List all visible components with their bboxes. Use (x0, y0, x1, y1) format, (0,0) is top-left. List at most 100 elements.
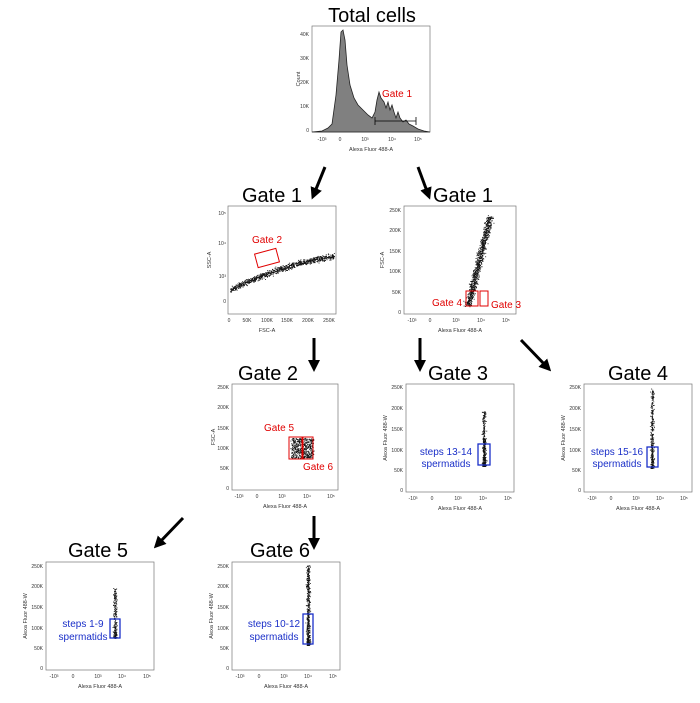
scatter-dot (325, 260, 326, 261)
scatter-dot (291, 445, 293, 446)
scatter-dot (481, 253, 482, 255)
scatter-dot (482, 253, 484, 255)
scatter-dot (310, 455, 312, 457)
scatter-dot (308, 638, 310, 640)
scatter-dot (115, 597, 117, 599)
scatter-dot (307, 456, 308, 458)
scatter-dot (326, 256, 327, 258)
scatter-dot (311, 260, 313, 262)
scatter-dot (317, 257, 318, 259)
scatter-dot (255, 279, 257, 280)
scatter-dot (331, 257, 333, 259)
scatter-dot (651, 413, 653, 415)
scatter-dot (114, 628, 116, 630)
scatter-dot (471, 293, 472, 295)
scatter-dot (259, 275, 261, 277)
scatter-dot (466, 297, 468, 299)
scatter-dot (307, 587, 309, 589)
scatter-dot (484, 440, 485, 442)
scatter-dot (485, 224, 487, 226)
scatter-dot (250, 279, 251, 281)
scatter-dot (308, 572, 309, 574)
scatter-dot (115, 614, 116, 616)
scatter-dot (652, 462, 653, 464)
scatter-dot (320, 259, 322, 261)
scatter-dot (484, 423, 486, 424)
scatter-dot (297, 440, 299, 442)
scatter-dot (485, 421, 487, 422)
scatter-dot (115, 628, 116, 630)
scatter-dot (307, 260, 309, 262)
scatter-dot (482, 252, 484, 254)
hist-ytick: 20K (300, 80, 310, 86)
scatter-dot (299, 260, 301, 262)
scatter-dot (308, 583, 310, 585)
scatter-dot (115, 630, 117, 632)
scatter-dot (239, 283, 241, 285)
scatter-dot (491, 217, 493, 219)
scatter-dot (476, 264, 478, 266)
scatter-dot (115, 600, 117, 602)
scatter-dot (473, 292, 475, 294)
scatter-dot (296, 457, 298, 459)
scatter-dot (268, 275, 270, 277)
scatter-dot (288, 269, 289, 270)
scatter-dot (651, 428, 653, 430)
scatter-dot (310, 449, 312, 450)
scatter-dot (486, 460, 488, 462)
scatter-dot (295, 452, 296, 454)
scatter-dot (473, 275, 475, 277)
scatter-dot (236, 288, 238, 290)
scatter-dot (483, 419, 485, 421)
scatter-dot (306, 624, 308, 626)
scatter-dot (477, 267, 478, 268)
scatter-dot (304, 453, 306, 455)
scatter-dot (244, 282, 246, 283)
scatter-dot (485, 235, 487, 237)
scatter-dot (284, 266, 286, 267)
scatter-dot (482, 240, 483, 242)
scatter-dot (247, 285, 248, 287)
scatter-dot (114, 596, 115, 598)
scatter-dot (469, 292, 471, 294)
scatter-dot (293, 450, 295, 452)
scatter-dot (308, 606, 310, 607)
scatter-dot (240, 285, 242, 287)
scatter-dot (477, 264, 479, 266)
scatter-dot (115, 603, 117, 604)
scatter-dot (292, 444, 294, 446)
scatter-dot (482, 418, 484, 420)
scatter-dot (480, 249, 482, 251)
ytick: 50K (220, 466, 230, 472)
hist-xtick: 10⁵ (414, 137, 422, 143)
scatter-dot (291, 439, 293, 440)
scatter-dot (468, 303, 469, 305)
scatter-dot (307, 568, 308, 570)
scatter-dot (303, 260, 305, 262)
scatter-dot (330, 258, 332, 259)
scatter-dot (296, 441, 298, 443)
scatter-dot (652, 395, 654, 397)
scatter-dot (485, 438, 487, 440)
scatter-dot (490, 221, 492, 223)
scatter-dot (291, 444, 293, 446)
scatter-dot (486, 238, 487, 240)
scatter-dot (297, 261, 299, 263)
scatter-dot (484, 243, 486, 245)
scatter-dot (287, 270, 288, 271)
scatter-dot (477, 259, 479, 260)
scatter-dot (306, 262, 308, 264)
scatter-dot (485, 229, 487, 230)
scatter-dot (246, 281, 248, 283)
scatter-dot (115, 626, 117, 627)
scatter-dot (274, 269, 275, 271)
scatter-dot (272, 272, 273, 274)
scatter-dot (467, 300, 469, 302)
scatter-dot (312, 261, 314, 263)
scatter-dot (471, 302, 473, 304)
scatter-dot (304, 444, 306, 445)
ytick: 200K (391, 406, 403, 412)
scatter-dot (311, 440, 313, 442)
scatter-dot (482, 247, 484, 249)
scatter-dot (313, 261, 315, 263)
